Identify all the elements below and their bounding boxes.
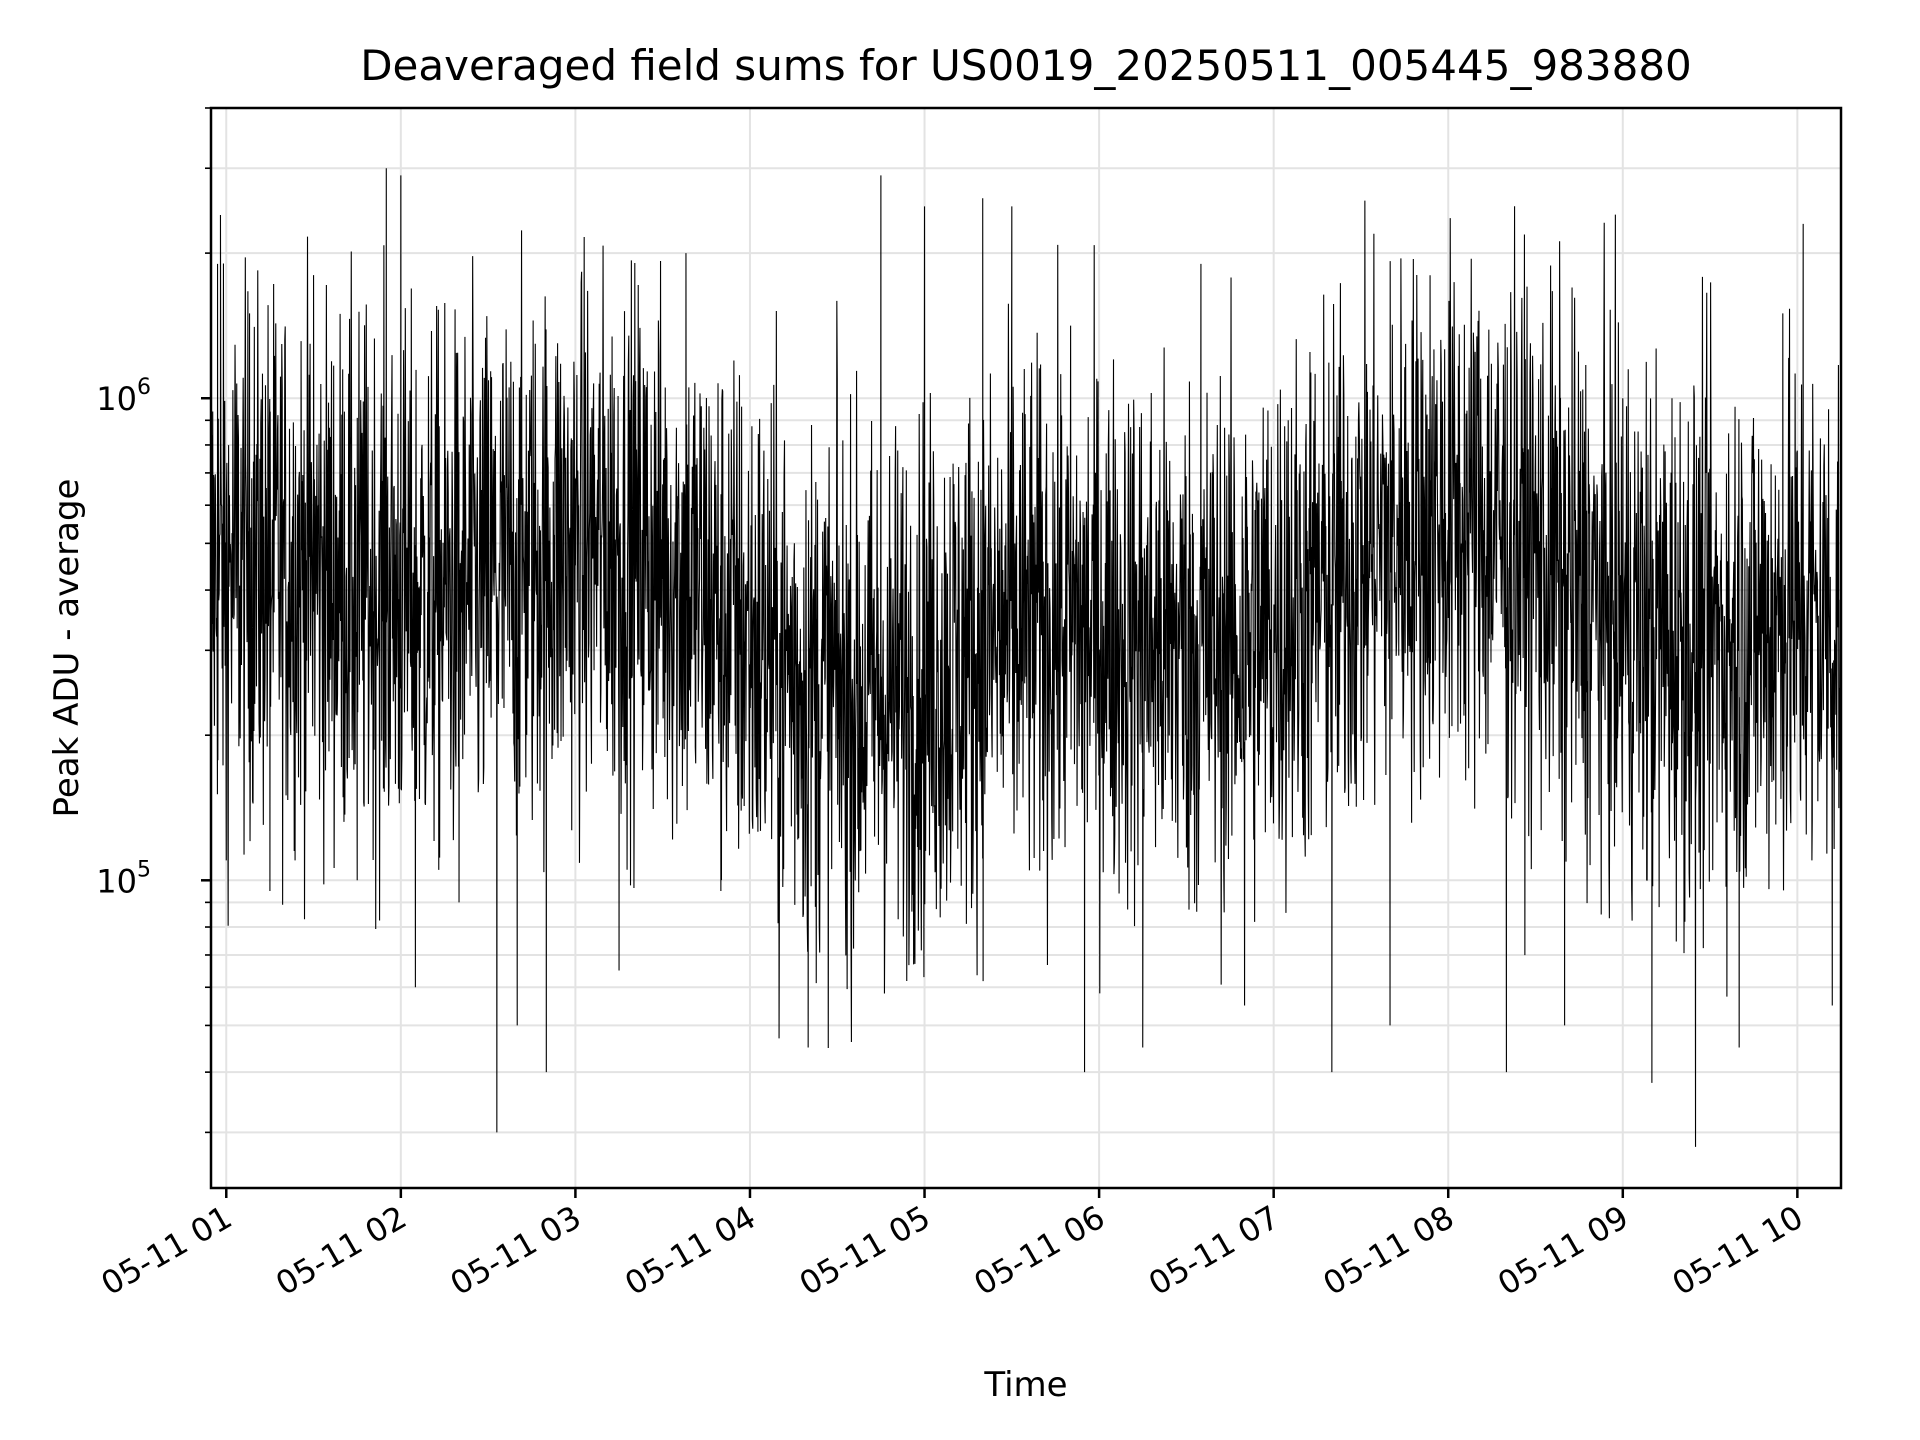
- chart-title: Deaveraged field sums for US0019_2025051…: [360, 41, 1692, 90]
- series-line: [210, 168, 1842, 1147]
- y-axis: 105 106: [96, 107, 211, 1134]
- series-layer: [210, 168, 1842, 1147]
- y-tick-label: 106: [96, 375, 151, 418]
- y-axis-label: Peak ADU - average: [47, 479, 87, 818]
- y-tick-label: 105: [96, 857, 151, 900]
- plot-frame: [209, 106, 1843, 1190]
- x-axis-label: Time: [983, 1365, 1067, 1405]
